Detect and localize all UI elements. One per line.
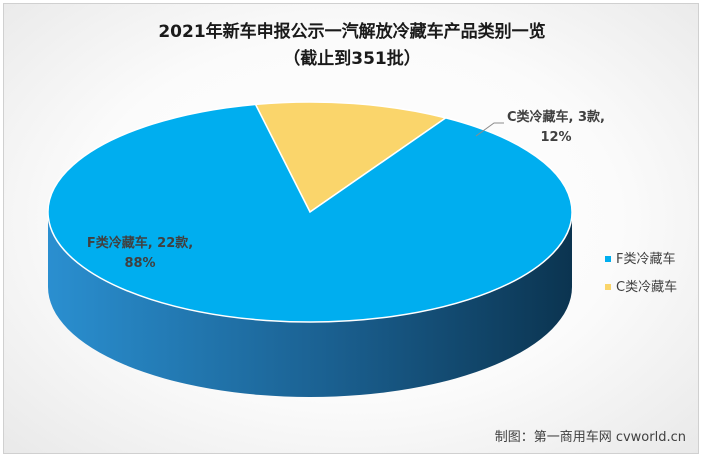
pie-slice-c [254, 101, 448, 214]
legend-label-f: F类冷藏车 [616, 251, 675, 267]
legend-swatch-f [605, 256, 611, 262]
leader-line-c [475, 122, 504, 137]
data-label-c-line1: C类冷藏车, 3款, [507, 109, 605, 125]
pie-chart: 2021年新车申报公示一汽解放冷藏车产品类别一览 （截止到351批） F类冷藏车… [47, 21, 686, 445]
data-label-f-line1: F类冷藏车, 22款, [87, 235, 193, 251]
legend: F类冷藏车 C类冷藏车 [605, 251, 677, 295]
chart-frame: 2021年新车申报公示一汽解放冷藏车产品类别一览 （截止到351批） F类冷藏车… [3, 3, 699, 454]
data-label-f-line2: 88% [124, 256, 155, 271]
credit-text: 制图：第一商用车网 cvworld.cn [495, 429, 686, 445]
pie-slice-f [47, 103, 573, 323]
legend-label-c: C类冷藏车 [616, 279, 677, 295]
pie-side-f [48, 212, 572, 397]
chart-title: 2021年新车申报公示一汽解放冷藏车产品类别一览 [158, 21, 545, 42]
data-label-c-line2: 12% [540, 130, 571, 145]
pie-group [47, 101, 573, 397]
chart-subtitle: （截止到351批） [283, 48, 421, 69]
legend-swatch-c [605, 284, 611, 290]
leader-lines [475, 122, 504, 137]
